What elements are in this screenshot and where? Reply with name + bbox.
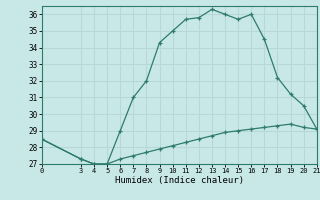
- X-axis label: Humidex (Indice chaleur): Humidex (Indice chaleur): [115, 176, 244, 185]
